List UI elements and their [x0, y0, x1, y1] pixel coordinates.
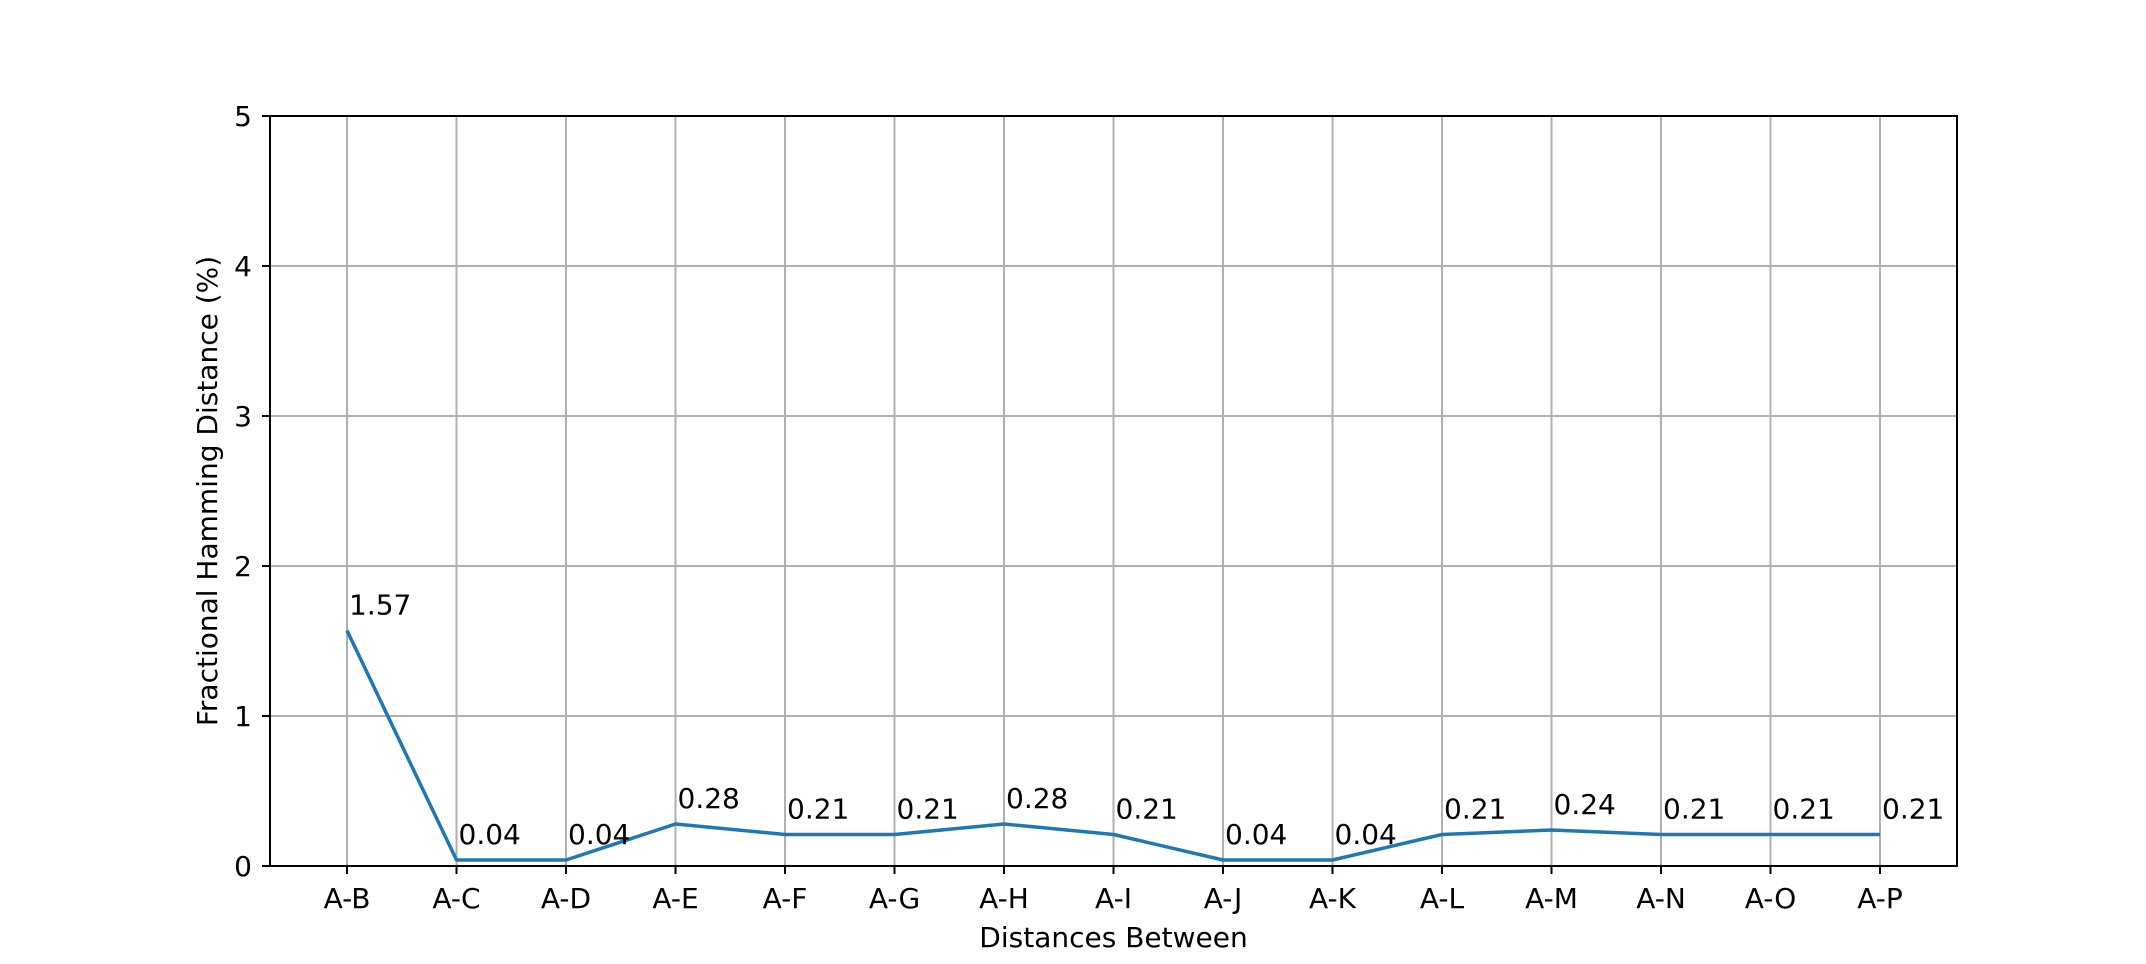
- y-tick-label: 2: [234, 550, 252, 583]
- series-line: [345, 629, 1880, 862]
- x-tick-label: A-C: [432, 882, 480, 915]
- data-label: 0.21: [1116, 793, 1178, 826]
- y-axis-title: Fractional Hamming Distance (%): [191, 256, 224, 726]
- x-tick-label: A-H: [979, 882, 1029, 915]
- data-label: 0.21: [1663, 793, 1725, 826]
- data-label: 0.21: [897, 793, 959, 826]
- data-label: 0.04: [568, 818, 630, 851]
- x-axis: A-B A-C A-D A-E A-F A-G A-H A-I A-J A-K A-L A-M A-N A…: [324, 866, 1903, 915]
- x-tick-label: A-D: [541, 882, 591, 915]
- x-tick-label: A-J: [1204, 882, 1242, 915]
- x-tick-label: A-G: [869, 882, 920, 915]
- x-tick-label: A-N: [1636, 882, 1686, 915]
- x-tick-label: A-F: [763, 882, 808, 915]
- data-label: 1.57: [349, 589, 411, 622]
- data-label: 0.21: [787, 793, 849, 826]
- data-label: 0.04: [1225, 818, 1287, 851]
- data-label: 0.21: [1773, 793, 1835, 826]
- y-tick-label: 3: [234, 400, 252, 433]
- x-tick-label: A-L: [1420, 882, 1465, 915]
- x-tick-label: A-M: [1525, 882, 1578, 915]
- data-label: 0.28: [678, 782, 740, 815]
- data-label: 0.21: [1444, 793, 1506, 826]
- data-label: 0.28: [1006, 782, 1068, 815]
- y-tick-label: 0: [234, 850, 252, 883]
- data-label: 0.04: [1335, 818, 1397, 851]
- data-label: 0.21: [1882, 793, 1944, 826]
- x-tick-label: A-K: [1309, 882, 1357, 915]
- data-label: 0.24: [1554, 788, 1616, 821]
- x-tick-label: A-O: [1745, 882, 1796, 915]
- data-label: 0.04: [459, 818, 521, 851]
- y-tick-label: 4: [234, 250, 252, 283]
- x-tick-label: A-E: [652, 882, 698, 915]
- y-axis: 0 1 2 3 4 5: [234, 100, 270, 883]
- y-tick-label: 5: [234, 100, 252, 133]
- y-tick-label: 1: [234, 700, 252, 733]
- x-tick-label: A-B: [324, 882, 371, 915]
- grid: [270, 115, 1957, 867]
- x-tick-label: A-I: [1095, 882, 1132, 915]
- data-labels: 1.57 0.04 0.04 0.28 0.21 0.21 0.28 0.21 0.04 0.04…: [349, 589, 1944, 852]
- x-axis-title: Distances Between: [979, 921, 1247, 954]
- x-tick-label: A-P: [1857, 882, 1903, 915]
